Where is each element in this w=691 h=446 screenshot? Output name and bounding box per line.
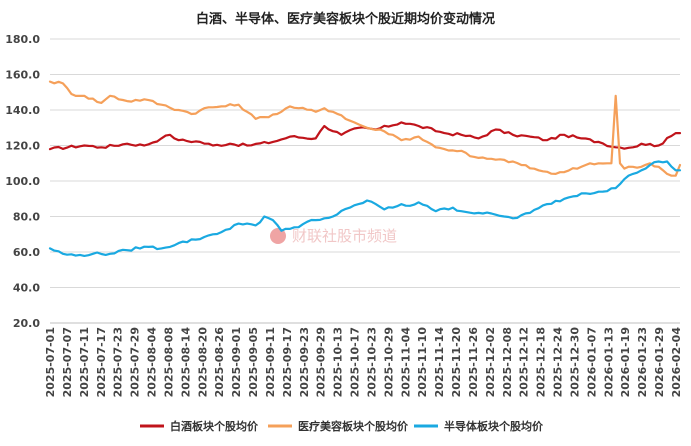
x-tick-label: 2026-02-04 <box>670 327 683 398</box>
x-tick-label: 2025-11-26 <box>467 327 480 398</box>
x-tick-label: 2025-08-14 <box>179 327 192 398</box>
x-tick-label: 2025-11-04 <box>399 327 412 398</box>
y-tick-label: 40.0 <box>13 282 40 295</box>
y-tick-label: 160.0 <box>5 69 40 82</box>
x-tick-label: 2025-12-02 <box>484 327 497 397</box>
x-tick-label: 2025-09-17 <box>281 327 294 397</box>
watermark: 财联社股市频道 <box>270 227 397 245</box>
x-tick-label: 2025-11-20 <box>450 327 463 398</box>
legend-label: 白酒板块个股均价 <box>170 419 259 433</box>
x-tick-label: 2026-01-29 <box>653 327 666 397</box>
watermark-logo-icon <box>270 228 286 244</box>
x-tick-label: 2025-08-20 <box>196 327 209 398</box>
x-tick-label: 2025-08-08 <box>162 327 175 397</box>
watermark-text: 财联社股市频道 <box>292 227 397 245</box>
x-tick-label: 2026-01-19 <box>619 327 632 397</box>
x-tick-label: 2026-01-07 <box>585 327 598 397</box>
legend: 白酒板块个股均价 医疗美容板块个股均价 半导体板块个股均价 <box>140 419 544 433</box>
x-tick-label: 2025-09-01 <box>230 327 243 397</box>
y-tick-label: 120.0 <box>5 140 40 153</box>
series-line-2 <box>48 80 682 177</box>
x-axis: 2025-07-01 2025-07-07 2025-07-11 2025-07-17… <box>44 327 683 398</box>
x-tick-label: 2025-12-12 <box>518 327 531 397</box>
x-tick-label: 2026-01-23 <box>636 327 649 397</box>
x-tick-label: 2025-12-24 <box>552 327 565 398</box>
grid-layer <box>50 38 680 324</box>
x-tick-label: 2025-10-29 <box>382 327 395 397</box>
series-layer <box>48 80 682 257</box>
y-tick-label: 180.0 <box>5 33 40 46</box>
x-tick-label: 2025-08-04 <box>146 327 159 398</box>
x-tick-label: 2025-11-10 <box>416 327 429 398</box>
x-tick-label: 2025-07-29 <box>129 327 142 397</box>
x-tick-label: 2025-07-01 <box>44 327 57 397</box>
legend-label: 半导体板块个股均价 <box>444 419 544 433</box>
x-tick-label: 2025-07-23 <box>112 327 125 397</box>
legend-label: 医疗美容板块个股均价 <box>298 419 409 433</box>
x-tick-label: 2025-10-13 <box>332 327 345 397</box>
y-tick-label: 80.0 <box>13 211 40 224</box>
y-tick-label: 140.0 <box>5 104 40 117</box>
x-tick-label: 2025-09-05 <box>247 327 260 397</box>
y-tick-label: 20.0 <box>13 317 40 330</box>
y-tick-label: 60.0 <box>13 246 40 259</box>
x-tick-label: 2026-01-13 <box>602 327 615 397</box>
y-axis: 20.0 40.0 60.0 80.0 100.0 120.0 140.0 160.0 180.… <box>5 33 40 330</box>
x-tick-label: 2025-09-23 <box>298 327 311 397</box>
x-tick-label: 2025-07-07 <box>61 327 74 397</box>
y-tick-label: 100.0 <box>5 175 40 188</box>
x-tick-label: 2025-09-29 <box>315 327 328 397</box>
x-tick-label: 2025-09-11 <box>264 327 277 397</box>
series-line-3 <box>48 160 682 257</box>
x-tick-label: 2025-11-14 <box>433 327 446 398</box>
x-tick-label: 2025-10-17 <box>349 327 362 397</box>
x-tick-label: 2025-12-30 <box>569 327 582 398</box>
x-tick-label: 2025-07-11 <box>78 327 91 397</box>
x-tick-label: 2025-12-18 <box>535 327 548 397</box>
x-tick-label: 2025-12-08 <box>501 327 514 397</box>
x-tick-label: 2025-10-23 <box>366 327 379 397</box>
chart-title: 白酒、半导体、医疗美容板块个股近期均价变动情况 <box>196 11 495 27</box>
x-tick-label: 2025-08-26 <box>213 327 226 398</box>
x-tick-label: 2025-07-17 <box>95 327 108 397</box>
